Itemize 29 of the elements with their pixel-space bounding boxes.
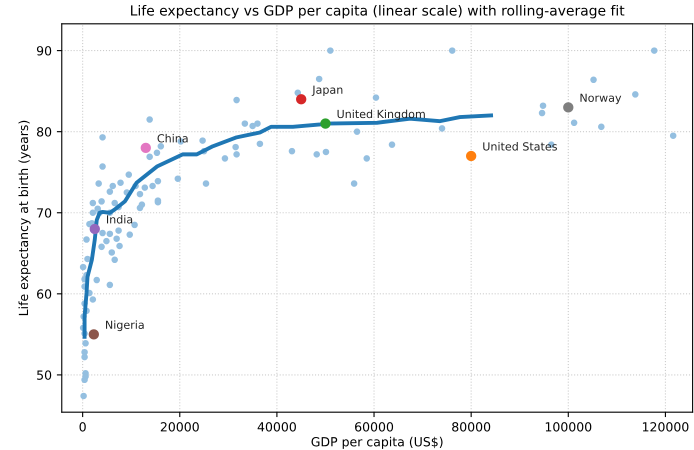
- x-axis-title: GDP per capita (US$): [311, 436, 443, 449]
- series-label: Norway: [580, 94, 622, 104]
- series-label: United Kingdom: [338, 110, 425, 120]
- point: [466, 150, 476, 162]
- point: [140, 142, 151, 154]
- x-tick-label: 120000: [642, 422, 688, 432]
- point: [563, 102, 574, 113]
- series-label: India: [106, 214, 132, 224]
- y-tick-label: 80: [36, 127, 52, 137]
- series-label: Nigeria: [106, 320, 144, 332]
- chart-title: Life expectancy vs GDP per capita (linear scale) with rolling-average fit: [131, 4, 624, 18]
- y-tick-label: 50: [37, 370, 52, 380]
- y-tick-label: 70: [37, 208, 52, 218]
- x-tick-label: 40000: [258, 422, 296, 432]
- x-tick-label: 0: [79, 422, 86, 432]
- point: [88, 329, 99, 340]
- x-tick-label: 80000: [452, 422, 490, 432]
- y-tick-label: 90: [36, 46, 52, 56]
- x-tick-label: 60000: [355, 422, 394, 432]
- series-label: China: [158, 134, 188, 142]
- x-tick-label: 20000: [160, 422, 199, 432]
- y-axis-title: Life expectancy at birth (years): [18, 120, 31, 316]
- point: [320, 118, 331, 129]
- x-tick-label: 100000: [546, 422, 592, 432]
- series-label: Japan: [312, 86, 342, 96]
- point: [296, 94, 306, 104]
- series-label: United States: [483, 142, 557, 151]
- y-tick-label: 60: [37, 289, 52, 299]
- point: [90, 224, 100, 234]
